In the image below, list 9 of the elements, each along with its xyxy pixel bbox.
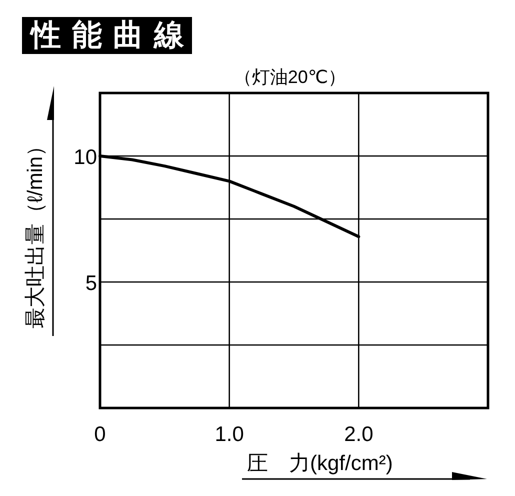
y-axis-title: 最大吐出量（ℓ/min） [24,135,47,329]
x-tick-label: 2.0 [344,423,374,446]
chart-subtitle: （灯油20℃） [234,67,346,87]
y-tick-label: 5 [85,272,97,295]
x-tick-label: 0 [94,423,106,446]
y-tick-label: 10 [74,146,97,169]
x-tick-label: 1.0 [214,423,244,446]
x-axis-title: 圧 力(kgf/cm²) [247,452,393,475]
chart-title: 性能曲線 [29,19,195,52]
